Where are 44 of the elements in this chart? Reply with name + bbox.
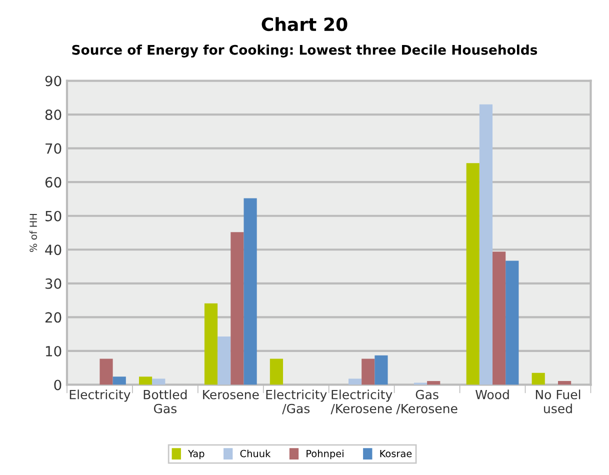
y-tick-label: 70	[46, 143, 62, 154]
bar	[374, 355, 388, 385]
x-tick-label: Electricity /Gas	[266, 390, 327, 414]
bar	[348, 378, 362, 385]
bar	[492, 252, 506, 385]
bar	[506, 260, 519, 385]
bar	[112, 376, 126, 385]
y-tick-label: 0	[54, 380, 62, 390]
bar	[362, 358, 375, 385]
y-axis-title: % of HH	[29, 214, 38, 252]
y-tick-label: 40	[45, 244, 62, 256]
x-tick-label: No Fuel used	[536, 390, 580, 414]
bar	[204, 303, 218, 385]
y-tick-label: 10	[46, 346, 62, 356]
x-tick-label: Wood	[476, 390, 509, 400]
legend-label: Pohnpei	[306, 450, 344, 460]
bar	[466, 163, 480, 385]
bar	[270, 358, 284, 385]
bar	[427, 381, 440, 385]
y-tick-label: 60	[45, 177, 62, 188]
bar	[218, 336, 231, 385]
y-tick-label: 30	[46, 278, 62, 289]
bar	[558, 381, 572, 385]
x-tick-label: Bottled Gas	[144, 390, 187, 414]
legend-label: Kosrae	[380, 450, 412, 458]
y-tick-label: 80	[45, 109, 62, 120]
bar	[244, 198, 257, 385]
x-tick-label: Electricity	[70, 390, 130, 402]
bar	[139, 376, 152, 385]
bar	[479, 104, 493, 385]
chart-subtitle: Source of Energy for Cooking: Lowest three Decile Households	[72, 44, 538, 58]
y-tick-label: 20	[45, 312, 62, 323]
chart-title: Chart 20	[262, 17, 348, 32]
bar	[230, 232, 244, 385]
legend-label: Chuuk	[240, 450, 271, 458]
y-tick-label: 50	[46, 210, 62, 222]
bar	[152, 378, 166, 385]
x-tick-label: Gas /Kerosene	[396, 390, 458, 414]
x-tick-label: Kerosene	[203, 390, 259, 400]
bar	[532, 372, 545, 385]
y-tick-label: 90	[45, 76, 62, 86]
legend-label: Yap	[188, 450, 204, 460]
x-tick-label: Electricity /Kerosene	[330, 390, 392, 414]
bar	[100, 358, 113, 385]
